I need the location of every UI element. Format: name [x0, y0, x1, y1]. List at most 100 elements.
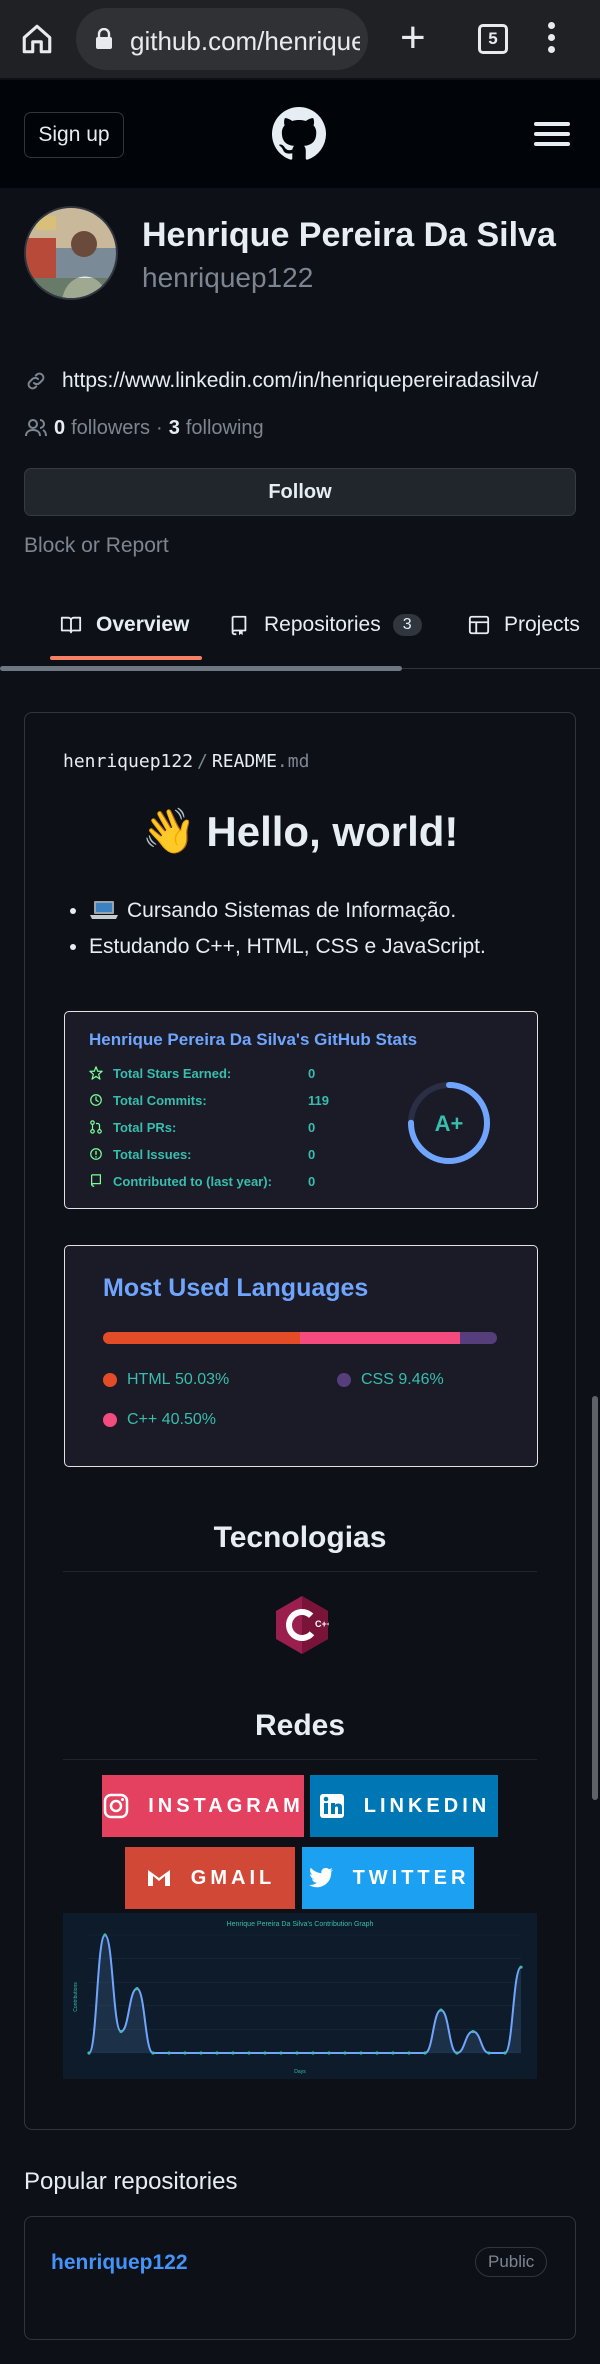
graph-point	[455, 2051, 459, 2055]
star-icon	[89, 1066, 103, 1080]
new-tab-icon[interactable]: +	[400, 13, 426, 62]
stats-label: Total PRs:	[113, 1119, 177, 1135]
language-name: C++	[127, 1411, 158, 1428]
graph-point	[439, 2008, 443, 2012]
graph-point	[375, 2051, 379, 2055]
stats-row: Contributed to (last year): 0	[89, 1172, 315, 1190]
book-icon	[60, 616, 82, 634]
language-dot	[103, 1413, 117, 1427]
language-percent: 40.50%	[161, 1411, 216, 1428]
stats-row: Total PRs: 0	[89, 1118, 315, 1136]
graph-xlabel: Days	[294, 2069, 306, 2075]
tab-repositories-label: Repositories	[264, 613, 381, 636]
language-name: CSS	[361, 1371, 394, 1388]
waving-hand-icon: 👋	[141, 807, 197, 856]
browser-menu-icon[interactable]	[546, 22, 556, 56]
list-item: Cursando Sistemas de Informação.	[89, 899, 486, 923]
readme-file-ext: .md	[276, 751, 310, 772]
github-logo-icon[interactable]	[272, 107, 326, 161]
follow-button[interactable]: Follow	[24, 468, 576, 516]
graph-point	[167, 2051, 171, 2055]
home-icon[interactable]	[20, 22, 54, 56]
cpp-logo-icon: C++	[276, 1596, 329, 1654]
followers-label[interactable]: followers	[71, 416, 151, 439]
block-or-report-link[interactable]: Block or Report	[24, 534, 169, 557]
language-item: C++ 40.50%	[103, 1410, 216, 1430]
linkedin-badge[interactable]: LINKEDIN	[310, 1775, 498, 1837]
history-icon	[90, 1094, 102, 1106]
gmail-icon	[147, 1870, 170, 1886]
following-label[interactable]: following	[185, 416, 264, 439]
graph-point	[503, 2051, 507, 2055]
graph-point	[215, 2051, 219, 2055]
stats-row: Total Issues: 0	[89, 1145, 315, 1163]
graph-point	[295, 2051, 299, 2055]
most-used-languages-card[interactable]: Most Used Languages HTML 50.03% C++ 40.5…	[64, 1245, 538, 1467]
graph-point	[199, 2051, 203, 2055]
readme-heading: 👋 Hello, world!	[25, 805, 575, 857]
graph-point	[407, 2051, 411, 2055]
repositories-count-badge: 3	[392, 614, 422, 636]
graph-point	[119, 2029, 123, 2034]
profile-readme: henriquep122/README.md 👋Hello, world! Cu…	[24, 712, 576, 2130]
website-link[interactable]: https://www.linkedin.com/in/henriquepere…	[62, 369, 539, 392]
bullet-text: Estudando C++, HTML, CSS e JavaScript.	[89, 935, 486, 958]
twitter-badge[interactable]: TWITTER	[302, 1847, 474, 1909]
languages-title: Most Used Languages	[103, 1274, 369, 1302]
graph-point	[279, 2051, 283, 2055]
tab-repositories[interactable]: Repositories 3	[228, 608, 422, 642]
cpp-logo-text: C++	[315, 1619, 329, 1629]
language-bar-segment	[103, 1332, 301, 1344]
twitter-badge-label: TWITTER	[352, 1866, 470, 1889]
stats-row: Total Stars Earned: 0	[89, 1064, 315, 1082]
graph-title: Henrique Pereira Da Silva's Contribution…	[227, 1921, 374, 1928]
github-stats-card[interactable]: Henrique Pereira Da Silva's GitHub Stats…	[64, 1011, 538, 1209]
tab-projects[interactable]: Projects	[468, 608, 580, 642]
readme-file-link[interactable]: README	[211, 751, 277, 772]
table-icon	[468, 615, 490, 635]
linkedin-icon	[319, 1794, 344, 1818]
stats-title: Henrique Pereira Da Silva's GitHub Stats	[89, 1030, 418, 1049]
following-count[interactable]: 3	[168, 416, 180, 439]
followers-count[interactable]: 0	[54, 416, 66, 439]
sign-up-button[interactable]: Sign up	[24, 112, 124, 158]
visibility-badge: Public	[475, 2247, 548, 2277]
readme-heading-text: Hello, world!	[206, 808, 459, 855]
tab-overview-label: Overview	[96, 613, 190, 636]
stats-label: Total Stars Earned:	[113, 1065, 232, 1081]
avatar[interactable]	[24, 206, 118, 300]
profile-website[interactable]: https://www.linkedin.com/in/henriquepere…	[24, 366, 538, 396]
tab-scrollbar[interactable]	[0, 666, 402, 671]
profile-tabs: Overview Repositories 3 Projects	[0, 594, 600, 671]
popular-repositories-heading: Popular repositories	[24, 2168, 238, 2195]
page-scrollbar[interactable]	[592, 1396, 598, 1800]
language-percent: 50.03%	[175, 1371, 230, 1388]
link-icon	[27, 372, 45, 390]
graph-point	[247, 2051, 251, 2055]
linkedin-badge-label: LINKEDIN	[363, 1794, 491, 1817]
repo-icon	[231, 615, 247, 636]
profile-name: Henrique Pereira Da Silva	[142, 216, 556, 254]
language-item: HTML 50.03%	[103, 1370, 229, 1390]
tab-overview[interactable]: Overview	[60, 608, 189, 642]
instagram-badge[interactable]: INSTAGRAM	[102, 1775, 304, 1837]
address-bar[interactable]: github.com/henrique	[76, 8, 368, 70]
tab-switcher-button[interactable]: 5	[478, 24, 508, 54]
gmail-badge[interactable]: GMAIL	[125, 1847, 295, 1909]
readme-owner-link[interactable]: henriquep122	[63, 751, 194, 772]
stats-value: 0	[308, 1146, 316, 1162]
list-item: Estudando C++, HTML, CSS e JavaScript.	[89, 935, 486, 959]
contribution-graph[interactable]: Henrique Pereira Da Silva's Contribution…	[63, 1913, 537, 2079]
pull-request-icon	[90, 1120, 102, 1134]
repo-card: henriquep122 Public	[24, 2216, 576, 2340]
repo-name-link[interactable]: henriquep122	[51, 2251, 188, 2274]
hamburger-menu-icon[interactable]	[534, 122, 570, 152]
people-icon	[25, 419, 47, 437]
gmail-badge-label: GMAIL	[190, 1866, 276, 1889]
tech-heading: Tecnologias	[213, 1521, 387, 1554]
lock-icon	[96, 28, 112, 49]
graph-point	[423, 2051, 427, 2055]
graph-ylabel: Contributions	[73, 1982, 79, 2012]
stats-label: Total Issues:	[113, 1146, 192, 1162]
language-percent: 9.46%	[398, 1371, 444, 1388]
